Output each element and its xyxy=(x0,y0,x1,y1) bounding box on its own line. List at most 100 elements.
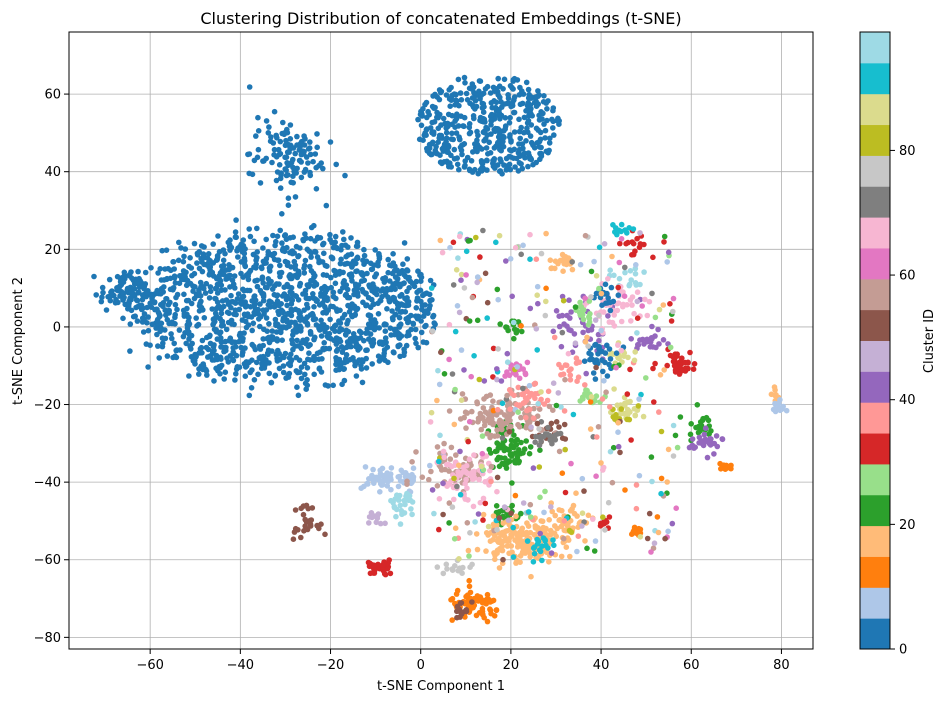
x-axis-ticks: −60 −40 −20 0 20 40 60 80 xyxy=(136,649,790,673)
scatter-point xyxy=(623,240,629,247)
scatter-point xyxy=(412,335,419,342)
scatter-point xyxy=(450,239,457,246)
x-axis-label: t-SNE Component 1 xyxy=(377,679,505,694)
scatter-point xyxy=(480,129,487,135)
scatter-point xyxy=(496,565,503,571)
scatter-point xyxy=(561,518,568,524)
scatter-point xyxy=(348,235,354,241)
scatter-point xyxy=(418,329,425,336)
scatter-point xyxy=(306,295,312,302)
scatter-point xyxy=(553,308,560,314)
scatter-point xyxy=(661,233,668,240)
scatter-point xyxy=(476,376,483,383)
scatter-point xyxy=(485,523,492,530)
scatter-point xyxy=(380,276,386,282)
scatter-point xyxy=(191,295,198,302)
scatter-point xyxy=(523,544,529,551)
scatter-point xyxy=(497,130,503,137)
scatter-point xyxy=(470,149,476,155)
scatter-point xyxy=(461,74,468,81)
scatter-point xyxy=(366,520,372,526)
scatter-point xyxy=(444,461,450,468)
scatter-point xyxy=(394,267,401,274)
scatter-point xyxy=(505,517,512,524)
scatter-point xyxy=(596,337,602,344)
scatter-point xyxy=(425,108,431,115)
scatter-point xyxy=(271,108,278,115)
scatter-point xyxy=(390,349,397,355)
scatter-point xyxy=(714,443,721,450)
scatter-point xyxy=(188,346,194,352)
scatter-point xyxy=(542,312,549,319)
scatter-point xyxy=(494,433,501,439)
scatter-point xyxy=(401,352,407,359)
scatter-point xyxy=(255,128,262,134)
scatter-point xyxy=(283,167,290,174)
scatter-point xyxy=(99,294,105,301)
scatter-point xyxy=(560,371,567,378)
scatter-point xyxy=(466,318,473,324)
scatter-point xyxy=(488,478,494,485)
scatter-point xyxy=(370,569,377,575)
scatter-point xyxy=(608,284,615,291)
scatter-point xyxy=(525,86,532,93)
scatter-point xyxy=(556,517,562,523)
scatter-point xyxy=(632,271,639,277)
scatter-point xyxy=(283,236,290,243)
scatter-point xyxy=(772,405,778,412)
scatter-point xyxy=(616,259,623,266)
scatter-point xyxy=(115,299,121,306)
scatter-point xyxy=(319,285,325,292)
scatter-point xyxy=(236,338,242,345)
scatter-point xyxy=(275,308,281,315)
scatter-point xyxy=(277,328,284,335)
scatter-point xyxy=(213,313,220,319)
scatter-point xyxy=(544,117,550,124)
scatter-point xyxy=(490,398,496,405)
scatter-point xyxy=(461,285,468,291)
scatter-point xyxy=(129,275,135,282)
scatter-point xyxy=(544,106,550,112)
scatter-point xyxy=(622,264,628,271)
scatter-point xyxy=(609,479,616,486)
scatter-point xyxy=(344,260,351,267)
scatter-point xyxy=(516,116,522,123)
scatter-point xyxy=(242,263,249,270)
scatter-point xyxy=(472,145,479,151)
scatter-point xyxy=(452,386,458,393)
x-tick-label: 40 xyxy=(593,658,610,673)
scatter-point xyxy=(302,371,308,378)
scatter-point xyxy=(430,314,436,320)
scatter-point xyxy=(582,339,589,345)
plot-frame xyxy=(68,31,814,650)
scatter-point xyxy=(314,131,320,137)
scatter-point xyxy=(504,415,511,422)
colorbar-segment xyxy=(860,433,890,465)
scatter-point xyxy=(692,444,698,451)
scatter-point xyxy=(181,253,187,260)
scatter-point xyxy=(587,399,594,405)
scatter-point xyxy=(253,359,260,366)
y-tick-label: −40 xyxy=(34,476,61,491)
scatter-point xyxy=(494,427,500,433)
scatter-point xyxy=(282,258,289,265)
scatter-point xyxy=(414,295,421,301)
scatter-point xyxy=(369,361,376,367)
scatter-point xyxy=(572,304,579,310)
scatter-point xyxy=(311,355,318,362)
scatter-point xyxy=(654,514,661,520)
scatter-point xyxy=(424,114,430,121)
scatter-point xyxy=(285,310,291,317)
scatter-point xyxy=(198,344,205,351)
scatter-point xyxy=(529,113,535,119)
scatter-point xyxy=(600,368,606,375)
scatter-point xyxy=(652,360,658,367)
scatter-point xyxy=(497,116,503,122)
scatter-point xyxy=(568,327,574,334)
scatter-point xyxy=(251,309,257,316)
scatter-point xyxy=(579,308,586,314)
scatter-point xyxy=(373,474,379,481)
scatter-point xyxy=(127,321,134,327)
scatter-point xyxy=(413,305,420,311)
scatter-point xyxy=(327,316,333,323)
